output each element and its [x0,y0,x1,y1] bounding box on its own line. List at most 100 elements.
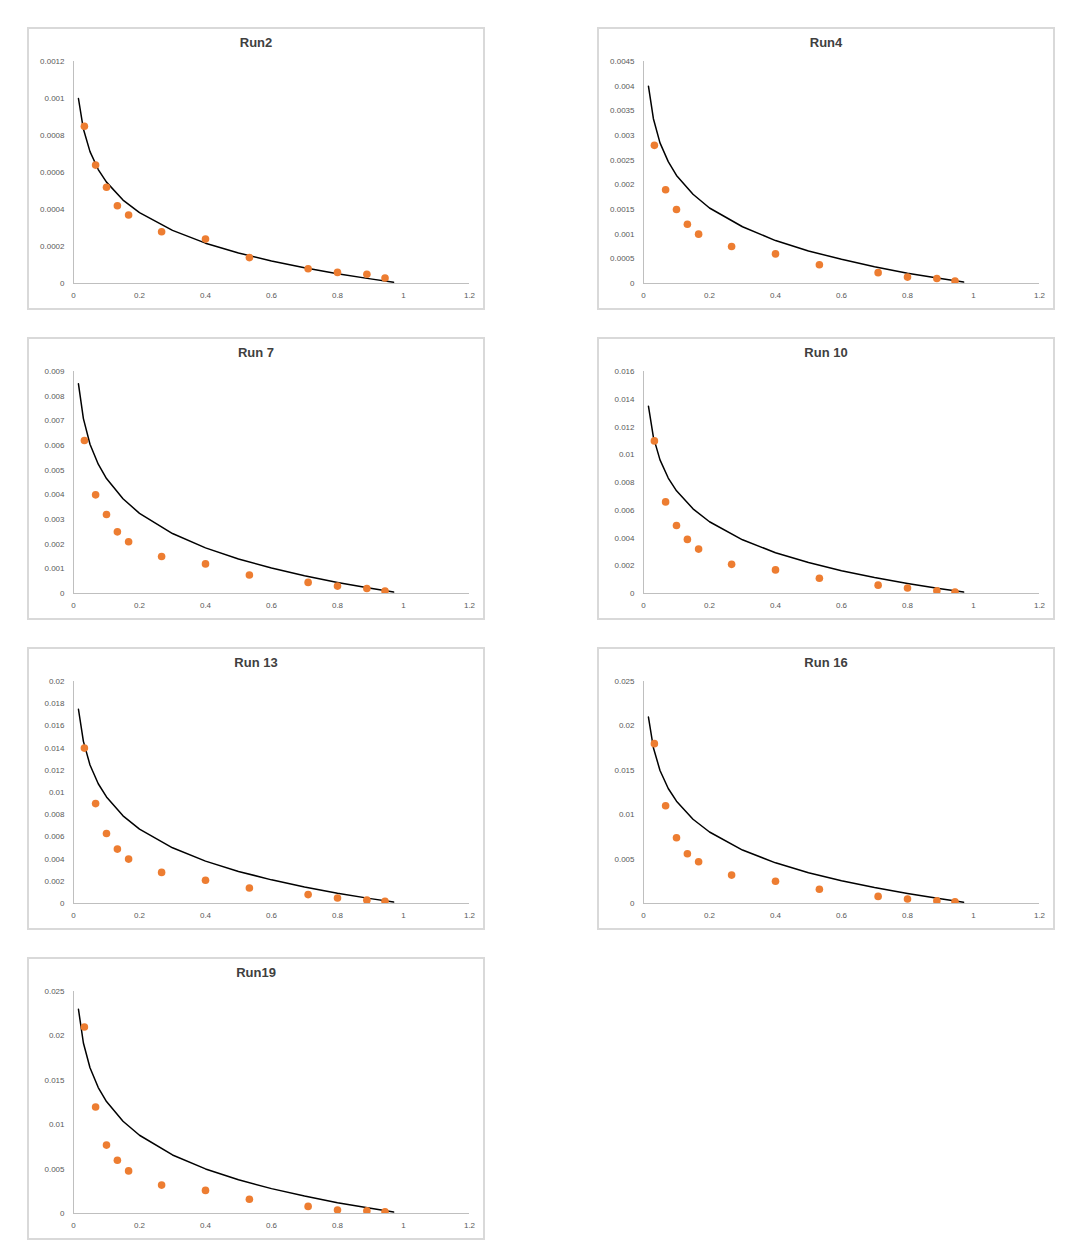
svg-text:0.4: 0.4 [200,1221,212,1230]
svg-text:0.2: 0.2 [134,911,146,920]
svg-text:0.0008: 0.0008 [40,131,65,140]
svg-text:0.8: 0.8 [902,601,914,610]
svg-text:0.0005: 0.0005 [610,254,635,263]
svg-text:0.012: 0.012 [614,423,635,432]
svg-text:1.2: 1.2 [464,1221,476,1230]
svg-text:0.0025: 0.0025 [610,156,635,165]
svg-text:0.6: 0.6 [836,911,848,920]
svg-text:0.6: 0.6 [266,601,278,610]
svg-text:0.005: 0.005 [44,466,65,475]
svg-text:0.2: 0.2 [134,1221,146,1230]
svg-text:0.0012: 0.0012 [40,57,65,66]
svg-text:0.001: 0.001 [614,230,635,239]
svg-text:0.009: 0.009 [44,367,65,376]
svg-text:0.0002: 0.0002 [40,242,65,251]
svg-text:0: 0 [71,291,76,300]
svg-text:0.004: 0.004 [614,534,635,543]
svg-text:1: 1 [971,291,976,300]
svg-text:0.4: 0.4 [770,291,782,300]
svg-text:0.02: 0.02 [49,677,65,686]
svg-text:0: 0 [71,911,76,920]
svg-text:0.016: 0.016 [44,721,65,730]
svg-text:0: 0 [630,899,635,908]
svg-text:0.02: 0.02 [49,1031,65,1040]
svg-text:0.001: 0.001 [44,564,65,573]
svg-text:0: 0 [630,279,635,288]
svg-text:0: 0 [641,601,646,610]
svg-text:0.6: 0.6 [836,291,848,300]
svg-text:0.001: 0.001 [44,94,65,103]
svg-text:0.025: 0.025 [614,677,635,686]
svg-text:0: 0 [630,589,635,598]
svg-text:1.2: 1.2 [464,601,476,610]
svg-text:0.01: 0.01 [619,450,635,459]
svg-text:0.01: 0.01 [49,1120,65,1129]
svg-text:0.007: 0.007 [44,416,65,425]
svg-text:0.2: 0.2 [134,601,146,610]
svg-text:0.2: 0.2 [704,291,716,300]
svg-text:0.012: 0.012 [44,766,65,775]
svg-text:0.002: 0.002 [44,877,65,886]
svg-text:0: 0 [641,291,646,300]
svg-text:0.0006: 0.0006 [40,168,65,177]
svg-text:0: 0 [60,1209,65,1218]
svg-text:0: 0 [71,601,76,610]
svg-text:0.005: 0.005 [614,855,635,864]
svg-text:0.016: 0.016 [614,367,635,376]
svg-text:0.6: 0.6 [266,291,278,300]
svg-text:0.2: 0.2 [704,911,716,920]
svg-text:1: 1 [401,911,406,920]
svg-text:0.8: 0.8 [332,911,344,920]
svg-text:0: 0 [60,899,65,908]
svg-text:0.014: 0.014 [44,744,65,753]
svg-text:0.003: 0.003 [614,131,635,140]
svg-text:1.2: 1.2 [1034,291,1046,300]
svg-text:0.0004: 0.0004 [40,205,65,214]
svg-text:0.015: 0.015 [614,766,635,775]
svg-text:0.4: 0.4 [200,911,212,920]
svg-text:0.0015: 0.0015 [610,205,635,214]
svg-text:0.8: 0.8 [332,1221,344,1230]
svg-text:0.2: 0.2 [134,291,146,300]
svg-text:1.2: 1.2 [1034,601,1046,610]
svg-text:0.006: 0.006 [44,441,65,450]
svg-text:0.8: 0.8 [902,291,914,300]
svg-text:1: 1 [401,291,406,300]
svg-text:0.008: 0.008 [614,478,635,487]
svg-text:0: 0 [60,589,65,598]
svg-text:0.8: 0.8 [332,601,344,610]
svg-text:0.014: 0.014 [614,395,635,404]
svg-text:0.008: 0.008 [44,810,65,819]
svg-text:0.01: 0.01 [49,788,65,797]
svg-text:0.6: 0.6 [266,1221,278,1230]
svg-text:0.8: 0.8 [332,291,344,300]
svg-text:0.002: 0.002 [44,540,65,549]
svg-text:0.015: 0.015 [44,1076,65,1085]
svg-text:0.004: 0.004 [614,82,635,91]
svg-text:1: 1 [971,911,976,920]
svg-text:0.0045: 0.0045 [610,57,635,66]
svg-text:0.4: 0.4 [200,291,212,300]
svg-text:0.004: 0.004 [44,490,65,499]
svg-text:0.005: 0.005 [44,1165,65,1174]
svg-text:0.6: 0.6 [266,911,278,920]
svg-text:0.4: 0.4 [770,601,782,610]
svg-text:0.002: 0.002 [614,561,635,570]
svg-text:0.4: 0.4 [200,601,212,610]
svg-text:0.025: 0.025 [44,987,65,996]
svg-text:0.2: 0.2 [704,601,716,610]
svg-text:0.4: 0.4 [770,911,782,920]
svg-text:1: 1 [971,601,976,610]
svg-text:0.002: 0.002 [614,180,635,189]
svg-text:1: 1 [401,601,406,610]
svg-text:1.2: 1.2 [464,291,476,300]
svg-text:0.02: 0.02 [619,721,635,730]
svg-text:0: 0 [641,911,646,920]
svg-text:0: 0 [71,1221,76,1230]
svg-text:1: 1 [401,1221,406,1230]
svg-text:0.006: 0.006 [44,832,65,841]
svg-text:0.006: 0.006 [614,506,635,515]
svg-text:0.008: 0.008 [44,392,65,401]
svg-text:0.018: 0.018 [44,699,65,708]
svg-text:0.8: 0.8 [902,911,914,920]
